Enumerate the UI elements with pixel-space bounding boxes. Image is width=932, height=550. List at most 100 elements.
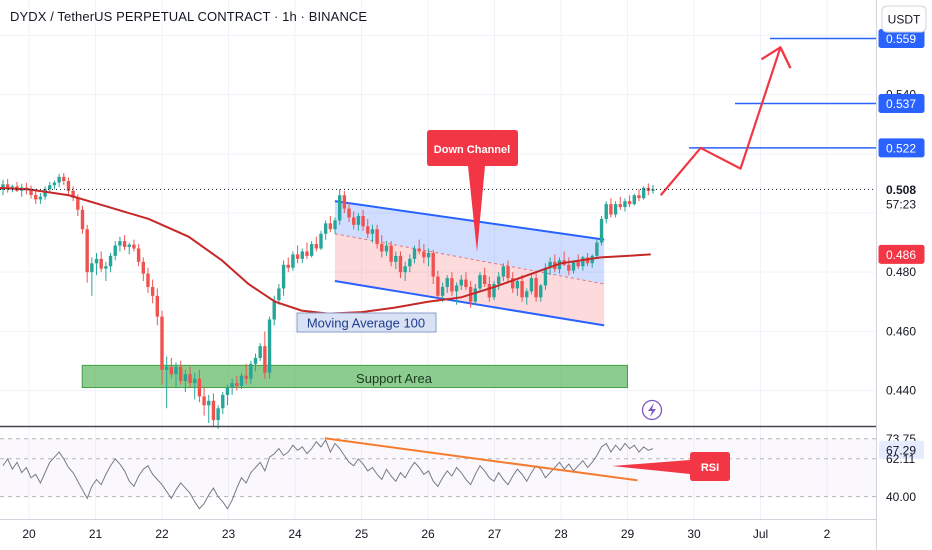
candle-body bbox=[272, 300, 276, 320]
candle-body bbox=[300, 251, 304, 259]
moving-average-label: Moving Average 100 bbox=[307, 316, 425, 331]
candle-body bbox=[108, 255, 113, 267]
price-axis[interactable]: 0.4400.4600.4800.5400.5590.5370.5220.508… bbox=[878, 28, 925, 398]
candle-body bbox=[431, 252, 435, 277]
candle-body bbox=[567, 264, 571, 271]
candle-body bbox=[230, 383, 234, 388]
candle-body bbox=[216, 408, 220, 421]
channel-upper-fill bbox=[334, 201, 605, 284]
moving-average-label-box[interactable]: Moving Average 100 bbox=[296, 312, 437, 333]
candle-body bbox=[496, 276, 501, 284]
price-badge-value: 0.522 bbox=[886, 141, 916, 155]
rsi-trendline bbox=[324, 437, 638, 482]
time-tick-label: 25 bbox=[355, 527, 369, 541]
candle-body bbox=[609, 204, 613, 215]
candle-body bbox=[520, 281, 524, 298]
time-tick-label: 26 bbox=[421, 527, 435, 541]
candle-body bbox=[422, 251, 426, 258]
candle-body bbox=[62, 176, 66, 182]
price-badge-value: 0.508 bbox=[886, 183, 916, 197]
candle-body bbox=[1, 184, 5, 190]
candle-body bbox=[618, 204, 622, 208]
projection-arrowhead bbox=[760, 46, 792, 69]
candle-body bbox=[267, 319, 272, 373]
candle-body bbox=[323, 223, 328, 234]
candle-body bbox=[197, 378, 202, 397]
candle-body bbox=[207, 400, 211, 406]
candle-body bbox=[136, 248, 141, 262]
candle-body bbox=[263, 346, 267, 373]
candle-body bbox=[80, 209, 85, 230]
candle-body bbox=[193, 378, 197, 384]
candle-body bbox=[211, 400, 216, 421]
candle-body bbox=[337, 195, 342, 221]
candle-body bbox=[169, 366, 174, 375]
time-tick-label: 23 bbox=[222, 527, 236, 541]
candle-body bbox=[352, 217, 356, 225]
currency-button[interactable]: USDT bbox=[881, 5, 927, 33]
candle-body bbox=[202, 396, 206, 406]
candle-body bbox=[104, 266, 108, 269]
candle-body bbox=[581, 257, 585, 267]
projection-path[interactable] bbox=[659, 46, 792, 196]
time-tick-label: 22 bbox=[155, 527, 169, 541]
candle-body bbox=[178, 366, 183, 382]
candle-body bbox=[454, 285, 459, 292]
price-tick-label: 0.460 bbox=[886, 324, 916, 338]
candle-body bbox=[164, 366, 169, 370]
candle-body bbox=[5, 184, 10, 188]
candle-body bbox=[534, 278, 538, 298]
candle-body bbox=[539, 285, 543, 298]
price-badge-bg bbox=[878, 244, 925, 264]
candle-body bbox=[71, 190, 75, 198]
candle-body bbox=[571, 261, 576, 271]
time-tick-label: Jul bbox=[753, 527, 768, 541]
time-tick-label: 28 bbox=[554, 527, 568, 541]
candle-body bbox=[183, 374, 188, 382]
candle-body bbox=[342, 195, 347, 209]
support-area-rect bbox=[81, 364, 628, 389]
rsi-callout[interactable]: RSI bbox=[612, 452, 730, 481]
candle-body bbox=[48, 185, 52, 190]
candle-body bbox=[370, 229, 375, 234]
candle-body bbox=[604, 204, 608, 219]
candle-body bbox=[482, 275, 487, 284]
channel-midline bbox=[334, 233, 605, 285]
lightning-icon[interactable] bbox=[641, 399, 663, 421]
rsi-callout-shape bbox=[612, 452, 730, 481]
rsi-line bbox=[2, 438, 654, 510]
candle-body bbox=[417, 248, 421, 252]
support-area-zone[interactable] bbox=[81, 364, 628, 389]
candle-body bbox=[525, 291, 529, 298]
candle-body bbox=[113, 245, 117, 256]
chart-title: DYDX / TetherUS PERPETUAL CONTRACT · 1h … bbox=[10, 9, 368, 24]
price-badge-bg bbox=[878, 179, 925, 215]
channel-lower-line bbox=[334, 280, 605, 327]
down-channel[interactable] bbox=[334, 200, 605, 327]
candle-body bbox=[529, 278, 534, 292]
candle-body bbox=[487, 284, 492, 298]
candle-body bbox=[99, 258, 103, 269]
target-levels[interactable] bbox=[689, 37, 876, 149]
candle-body bbox=[389, 245, 393, 262]
candle-body bbox=[478, 275, 482, 289]
rsi-callout-label: RSI bbox=[701, 462, 719, 474]
price-badge-countdown: 57:23 bbox=[886, 197, 916, 211]
candle-body bbox=[543, 267, 548, 286]
down-channel-callout[interactable]: Down Channel bbox=[427, 130, 518, 252]
candlestick-series bbox=[1, 173, 655, 429]
candle-body bbox=[66, 181, 71, 191]
candle-body bbox=[52, 182, 57, 186]
candle-body bbox=[436, 276, 440, 296]
candle-body bbox=[394, 255, 398, 262]
candle-body bbox=[637, 195, 641, 199]
rsi-tick-label: 62.11 bbox=[886, 452, 915, 466]
candle-body bbox=[595, 242, 599, 256]
candle-body bbox=[122, 241, 127, 248]
candle-body bbox=[506, 266, 510, 279]
time-axis[interactable]: 20 21 22 23 24 25 26 27 28 29 30 Jul 2 bbox=[22, 527, 830, 541]
candle-body bbox=[309, 244, 314, 256]
candle-body bbox=[515, 281, 520, 289]
